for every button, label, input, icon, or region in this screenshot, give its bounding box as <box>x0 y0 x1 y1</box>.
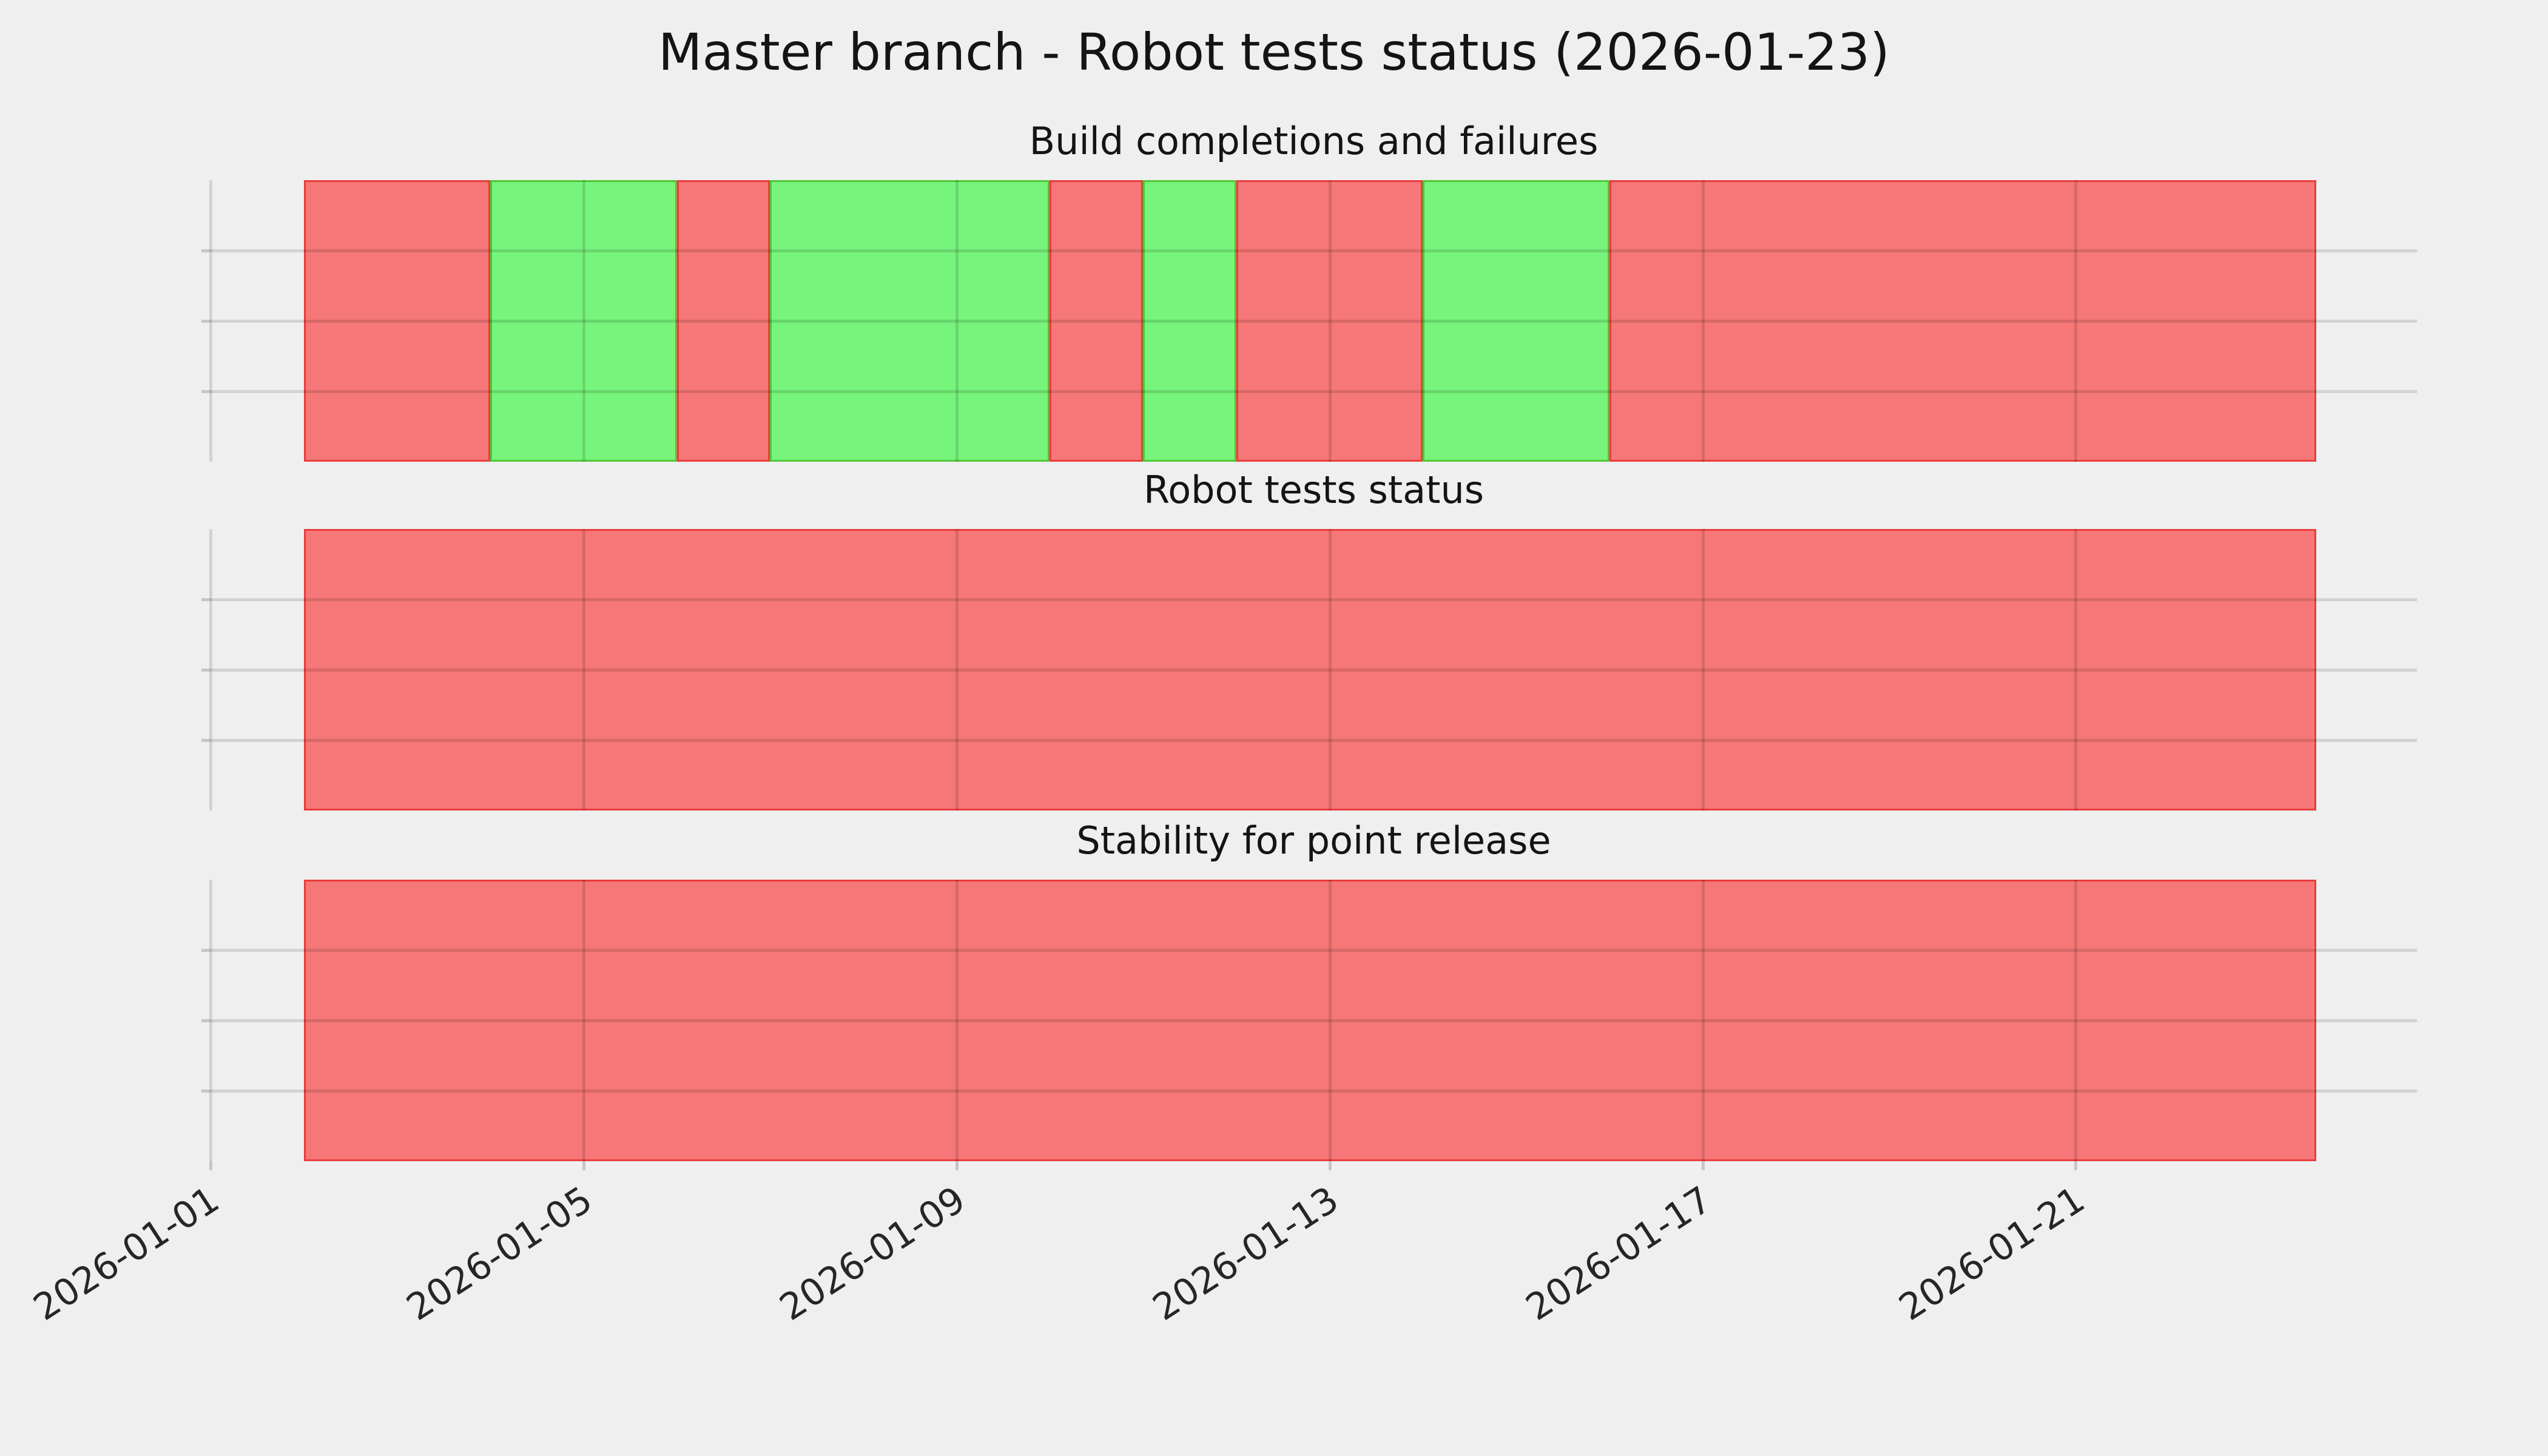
y-tick-mark <box>201 390 211 393</box>
x-tick-mark <box>582 1161 585 1170</box>
status-band-pass <box>770 180 1050 462</box>
gridline-vertical <box>1328 529 1332 811</box>
x-tick-label: 2026-01-17 <box>1518 1178 1719 1329</box>
y-tick-mark <box>201 669 211 672</box>
gridline-horizontal <box>211 390 2417 393</box>
y-tick-mark <box>201 1019 211 1022</box>
y-tick-mark <box>201 598 211 601</box>
gridline-vertical <box>209 180 212 462</box>
y-tick-mark <box>201 1090 211 1093</box>
status-band-fail <box>303 880 2316 1161</box>
x-tick-label: 2026-01-01 <box>26 1178 228 1329</box>
x-tick-label: 2026-01-21 <box>1891 1178 2092 1329</box>
gridline-vertical <box>1701 529 1705 811</box>
gridline-vertical <box>1328 880 1332 1161</box>
gridline-vertical <box>2074 880 2078 1161</box>
y-tick-mark <box>201 320 211 323</box>
status-band-fail <box>1609 180 2316 462</box>
gridline-horizontal <box>211 1090 2417 1093</box>
gridline-vertical <box>582 180 585 462</box>
x-tick-label: 2026-01-13 <box>1145 1178 1346 1329</box>
status-band-pass <box>490 180 677 462</box>
x-tick-label: 2026-01-09 <box>772 1178 973 1329</box>
chart-title-robot-tests: Robot tests status <box>1143 468 1485 512</box>
status-band-fail <box>1236 180 1423 462</box>
gridline-vertical <box>2074 180 2078 462</box>
status-band-fail <box>1050 180 1144 462</box>
status-band-fail <box>303 180 491 462</box>
x-tick-label: 2026-01-05 <box>399 1178 600 1329</box>
x-tick-mark <box>2074 1161 2078 1170</box>
gridline-vertical <box>582 529 585 811</box>
x-axis: 2026-01-01 2026-01-05 2026-01-09 2026-01-13… <box>26 1161 2417 1416</box>
gridline-horizontal <box>211 949 2417 952</box>
plot-area-stability <box>201 880 2417 1161</box>
status-band-fail <box>676 180 770 462</box>
x-tick-mark <box>209 1161 212 1170</box>
gridline-vertical <box>209 529 212 811</box>
plot-area-build-completions <box>201 180 2417 462</box>
gridline-vertical <box>955 529 959 811</box>
status-band-pass <box>1143 180 1236 462</box>
x-tick-mark <box>1701 1161 1705 1170</box>
y-tick-mark <box>201 949 211 952</box>
x-tick-mark <box>955 1161 959 1170</box>
y-tick-mark <box>201 249 211 252</box>
x-tick-mark <box>1328 1161 1332 1170</box>
chart-title-build-completions: Build completions and failures <box>1029 119 1599 163</box>
y-tick-mark <box>201 739 211 742</box>
gridline-vertical <box>582 880 585 1161</box>
gridline-vertical <box>955 180 959 462</box>
gridline-horizontal <box>211 669 2417 672</box>
gridline-vertical <box>2074 529 2078 811</box>
gridline-vertical <box>1701 880 1705 1161</box>
status-band-pass <box>1423 180 1609 462</box>
status-band-fail <box>303 529 2316 811</box>
chart-title-stability: Stability for point release <box>1076 818 1551 863</box>
plot-area-robot-tests <box>201 529 2417 811</box>
gridline-horizontal <box>211 320 2417 323</box>
gridline-horizontal <box>211 598 2417 601</box>
gridline-vertical <box>1328 180 1332 462</box>
gridline-horizontal <box>211 249 2417 252</box>
gridline-horizontal <box>211 1019 2417 1022</box>
gridline-horizontal <box>211 739 2417 742</box>
gridline-vertical <box>1701 180 1705 462</box>
gridline-vertical <box>209 880 212 1161</box>
figure-title: Master branch - Robot tests status (2026… <box>658 22 1890 82</box>
gridline-vertical <box>955 880 959 1161</box>
